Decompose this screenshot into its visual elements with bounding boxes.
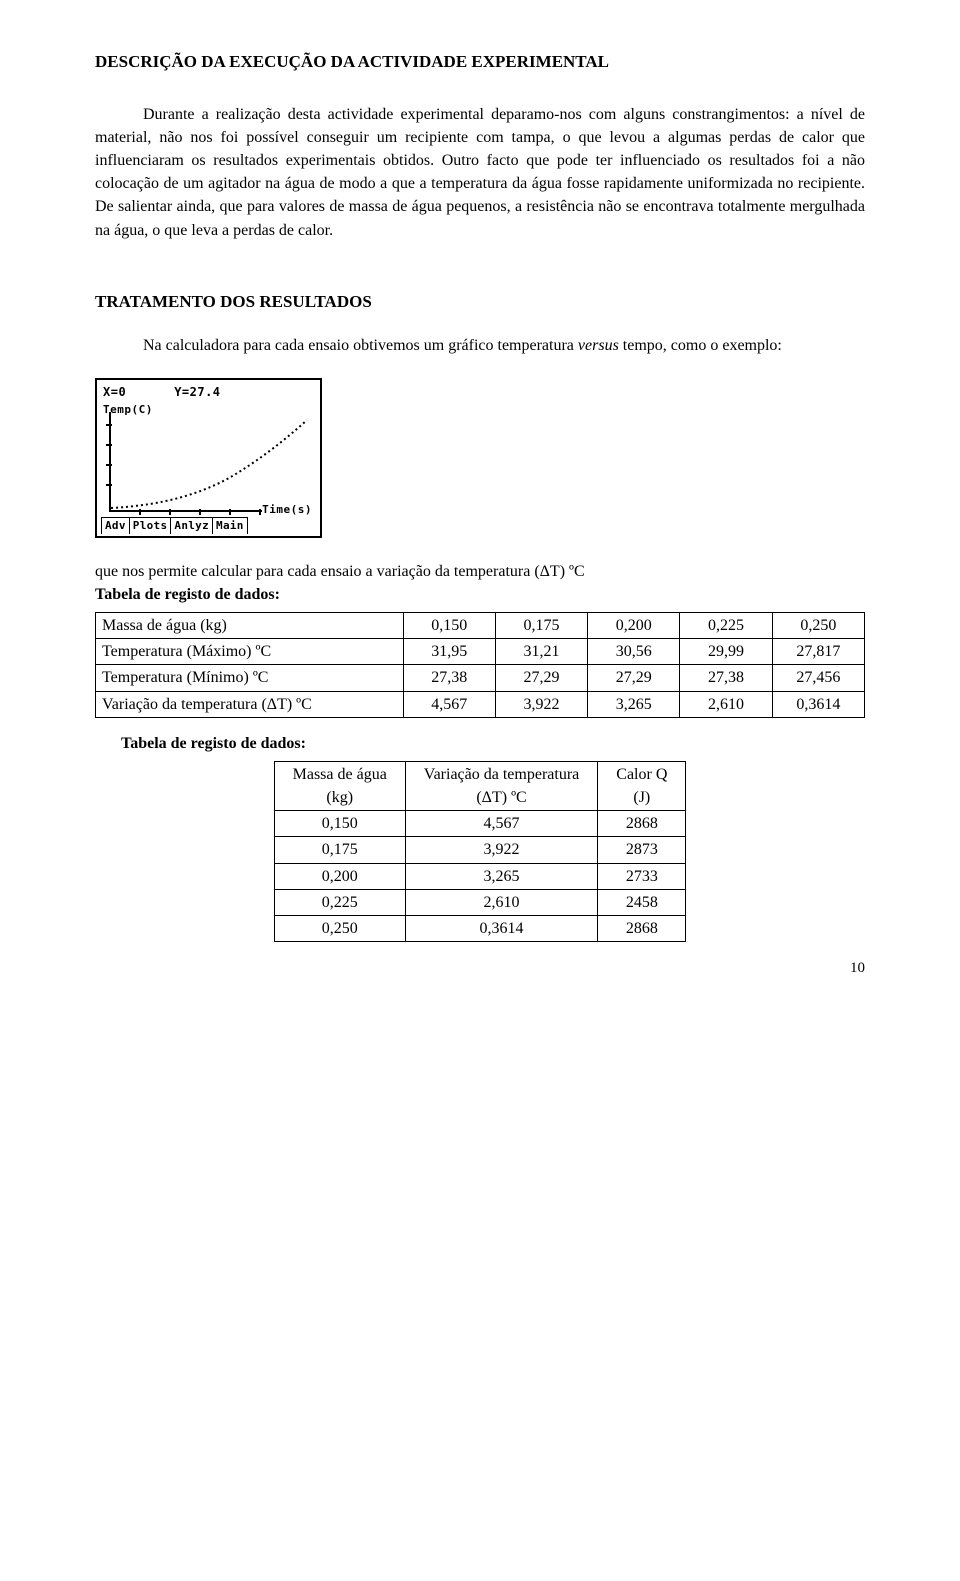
table-cell: 0,175 (274, 837, 405, 863)
calc-curve (109, 412, 309, 512)
calc-menu-item: Anlyz (170, 517, 213, 534)
page-number: 10 (95, 958, 865, 980)
table-row: Temperatura (Mínimo) ºC27,3827,2927,2927… (96, 665, 865, 691)
section-title-1: DESCRIÇÃO DA EXECUÇÃO DA ACTIVIDADE EXPE… (95, 50, 865, 75)
table-row: 0,2500,36142868 (274, 916, 686, 942)
paragraph-2: Na calculadora para cada ensaio obtivemo… (95, 334, 865, 357)
calc-plot-area (109, 412, 309, 512)
table-cell: 31,21 (495, 639, 587, 665)
table-cell: 0,150 (274, 811, 405, 837)
table-cell: 27,38 (680, 665, 772, 691)
table-cell: 30,56 (588, 639, 680, 665)
table-cell: 2733 (598, 863, 686, 889)
para2-italic: versus (578, 337, 619, 354)
table-cell: 0,175 (495, 612, 587, 638)
para2-end: tempo, como o exemplo: (619, 337, 782, 354)
table-row: 0,1753,9222873 (274, 837, 686, 863)
table-cell: 27,456 (772, 665, 864, 691)
table2-label: Tabela de registo de dados: (121, 732, 865, 755)
table-cell: 27,29 (588, 665, 680, 691)
paragraph-1: Durante a realização desta actividade ex… (95, 103, 865, 242)
table-cell: 2,610 (405, 889, 597, 915)
table-cell: 0,225 (680, 612, 772, 638)
table-cell: 2868 (598, 916, 686, 942)
table-cell: Massa de água (kg) (96, 612, 404, 638)
table-cell: 3,922 (495, 691, 587, 717)
table-row: Variação da temperatura (ΔT) ºC4,5673,92… (96, 691, 865, 717)
table-row: 0,2252,6102458 (274, 889, 686, 915)
calc-menu-item: Main (212, 517, 248, 534)
paragraph-3: que nos permite calcular para cada ensai… (95, 560, 865, 583)
calc-curve-path (111, 420, 307, 508)
table-cell: 2873 (598, 837, 686, 863)
table-cell: Temperatura (Mínimo) ºC (96, 665, 404, 691)
table-cell: 4,567 (403, 691, 495, 717)
table-cell: 27,38 (403, 665, 495, 691)
table-cell: 0,200 (588, 612, 680, 638)
table-cell: 4,567 (405, 811, 597, 837)
table-cell: 27,29 (495, 665, 587, 691)
calc-menu: Adv Plots Anlyz Main (101, 517, 316, 534)
table-cell: 27,817 (772, 639, 864, 665)
calc-menu-item: Adv (101, 517, 130, 534)
data-table-2: Massa de água(kg)Variação da temperatura… (274, 761, 687, 942)
table-cell: 0,3614 (405, 916, 597, 942)
table-cell: 0,225 (274, 889, 405, 915)
table-cell: 2,610 (680, 691, 772, 717)
table-header-cell: Calor Q(J) (598, 761, 686, 810)
table-row: Massa de água (kg)0,1500,1750,2000,2250,… (96, 612, 865, 638)
table-cell: 0,200 (274, 863, 405, 889)
table-cell: 31,95 (403, 639, 495, 665)
table-cell: 0,3614 (772, 691, 864, 717)
table-cell: 2458 (598, 889, 686, 915)
table-row: 0,1504,5672868 (274, 811, 686, 837)
table-header-cell: Variação da temperatura(ΔT) ºC (405, 761, 597, 810)
table-cell: 29,99 (680, 639, 772, 665)
table-cell: 0,250 (772, 612, 864, 638)
section-title-2: TRATAMENTO DOS RESULTADOS (95, 290, 865, 315)
calc-time-label: Time(s) (262, 502, 312, 518)
table-header-cell: Massa de água(kg) (274, 761, 405, 810)
table-cell: 3,265 (405, 863, 597, 889)
table-cell: Variação da temperatura (ΔT) ºC (96, 691, 404, 717)
table-cell: 0,250 (274, 916, 405, 942)
calc-x-label: X=0 (103, 384, 126, 401)
table-row: 0,2003,2652733 (274, 863, 686, 889)
table-cell: 2868 (598, 811, 686, 837)
table-row: Massa de água(kg)Variação da temperatura… (274, 761, 686, 810)
table-cell: Temperatura (Máximo) ºC (96, 639, 404, 665)
calc-y-label: Y=27.4 (174, 384, 220, 401)
calc-menu-item: Plots (129, 517, 172, 534)
table-cell: 3,922 (405, 837, 597, 863)
data-table-1: Massa de água (kg)0,1500,1750,2000,2250,… (95, 612, 865, 718)
table1-label: Tabela de registo de dados: (95, 583, 865, 606)
table-row: Temperatura (Máximo) ºC31,9531,2130,5629… (96, 639, 865, 665)
table-cell: 0,150 (403, 612, 495, 638)
table-cell: 3,265 (588, 691, 680, 717)
para2-intro: Na calculadora para cada ensaio obtivemo… (143, 337, 578, 354)
calculator-screenshot: X=0 Y=27.4 Temp(C) Time(s) Adv Plots Anl… (95, 378, 865, 538)
